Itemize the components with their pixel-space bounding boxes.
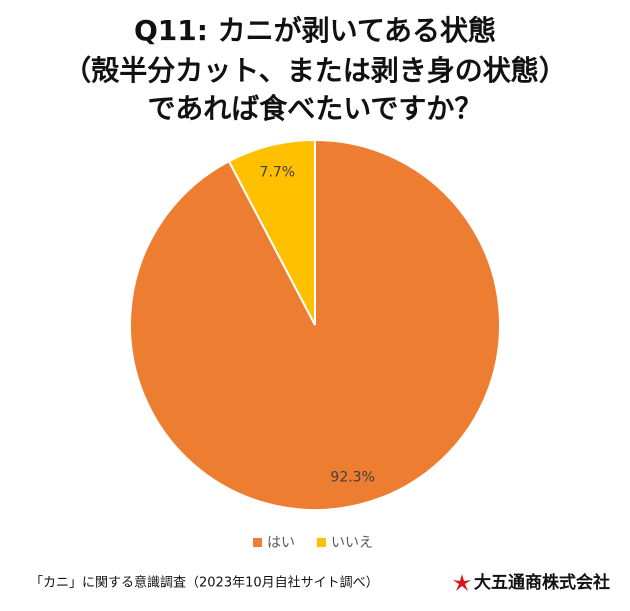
logo-icon (453, 574, 471, 591)
company-name: 大五通商株式会社 (474, 572, 610, 593)
chart-title: Q11: カニが剥いてある状態 (134, 14, 496, 47)
data-label: 92.3% (330, 470, 374, 486)
chart-title: （殻半分カット、または剥き身の状態） (63, 54, 566, 87)
company-logo: 大五通商株式会社 (453, 572, 610, 593)
legend-swatch (317, 538, 326, 547)
chart-title: であれば食べたいですか？ (148, 92, 483, 125)
legend-label: いいえ (331, 535, 373, 551)
legend-label: はい (267, 535, 295, 551)
source-note: 「カニ」に関する意識調査（2023年10月自社サイト調べ） (30, 575, 379, 591)
pie-slice (227, 138, 316, 326)
data-label: 7.7% (260, 164, 296, 180)
pie-slice (129, 138, 501, 511)
legend-swatch (253, 538, 262, 547)
